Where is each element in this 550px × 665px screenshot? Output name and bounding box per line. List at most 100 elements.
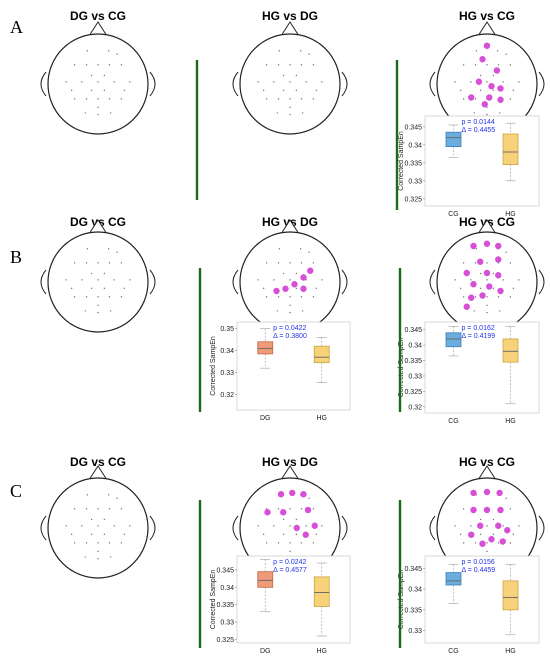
- significant-channel: [495, 522, 502, 529]
- electrode: [120, 262, 123, 264]
- y-tick-label: 0.345: [216, 567, 234, 574]
- electrode: [97, 64, 99, 66]
- electrode: [265, 98, 268, 100]
- electrode: [73, 542, 76, 544]
- electrode: [265, 262, 268, 264]
- significant-channel: [282, 285, 289, 292]
- electrode: [315, 533, 318, 536]
- electrode: [497, 296, 500, 298]
- electrode: [97, 550, 99, 553]
- y-tick-label: 0.32: [220, 392, 234, 399]
- y-tick-label: 0.33: [220, 620, 234, 627]
- electrode: [486, 64, 488, 66]
- electrode: [454, 525, 456, 527]
- electrode: [97, 508, 99, 510]
- electrode: [509, 296, 512, 298]
- significant-channel: [307, 267, 314, 274]
- significant-channel: [481, 101, 488, 108]
- electrode: [497, 64, 500, 66]
- electrode: [474, 542, 477, 544]
- topomap-panel: HG vs DG: [232, 9, 348, 135]
- significant-channel: [479, 56, 486, 63]
- electrode: [492, 533, 495, 536]
- head-outline: [47, 477, 149, 579]
- right-ear: [538, 269, 545, 295]
- significant-channel: [483, 269, 491, 277]
- electrode: [81, 525, 83, 527]
- electrode: [257, 81, 259, 83]
- electrode: [84, 112, 86, 114]
- electrode: [65, 81, 67, 83]
- electrode: [289, 64, 291, 66]
- left-ear: [40, 71, 47, 97]
- x-category-label: HG: [505, 211, 516, 218]
- electrode: [518, 81, 520, 83]
- topomap-panel: DG vs CG: [40, 215, 156, 333]
- electrode: [273, 279, 275, 281]
- significant-channel: [280, 509, 287, 516]
- electrode: [278, 248, 281, 250]
- significant-channel: [468, 294, 475, 301]
- electrode: [509, 262, 512, 264]
- electrode: [295, 272, 298, 275]
- electrode: [129, 525, 131, 527]
- p-value-label: p = 0.0156: [461, 559, 494, 566]
- significant-channel: [486, 94, 493, 101]
- panel-title: HG vs CG: [459, 9, 515, 23]
- left-ear: [429, 269, 436, 295]
- electrode: [108, 64, 111, 66]
- electrode: [289, 525, 291, 527]
- electrode: [486, 304, 488, 307]
- electrode: [486, 262, 488, 264]
- electrode: [312, 64, 315, 66]
- electrode: [474, 296, 477, 298]
- electrode: [276, 310, 278, 312]
- electrode: [123, 287, 126, 290]
- electrode: [282, 518, 285, 521]
- electrode: [305, 525, 307, 527]
- electrode: [502, 81, 504, 83]
- electrode: [85, 98, 88, 100]
- significant-channel: [273, 287, 280, 295]
- significant-channel: [483, 488, 491, 496]
- electrode: [120, 296, 123, 298]
- x-category-label: HG: [317, 648, 328, 655]
- y-tick-label: 0.33: [408, 178, 422, 185]
- electrode: [103, 272, 106, 275]
- electrode: [103, 518, 106, 521]
- electrode: [300, 262, 303, 264]
- significant-channel: [477, 522, 484, 529]
- significant-channel: [304, 506, 312, 514]
- box: [257, 571, 274, 588]
- electrode: [90, 89, 93, 92]
- electrode: [295, 287, 298, 290]
- y-axis-label: Corrected SampEn: [398, 131, 405, 191]
- y-tick-label: 0.325: [404, 196, 422, 203]
- electrode: [486, 542, 488, 544]
- electrode: [97, 279, 99, 281]
- electrode: [509, 64, 512, 66]
- left-ear: [429, 515, 436, 541]
- electrode: [512, 533, 515, 536]
- y-axis-label: Corrected SampEn: [210, 570, 217, 630]
- significant-channel: [497, 85, 504, 92]
- electrode: [474, 64, 477, 66]
- panel-title: HG vs CG: [459, 455, 515, 469]
- electrode: [265, 64, 268, 66]
- electrode: [505, 251, 507, 253]
- electrode: [289, 508, 291, 510]
- electrode: [97, 98, 99, 100]
- y-tick-label: 0.34: [220, 348, 234, 355]
- delta-label: Δ = 0.4455: [461, 127, 495, 134]
- x-category-label: CG: [448, 211, 459, 218]
- boxplot: 0.32 0.325 0.33 0.335 0.34 0.345 Corrected Sam…: [398, 321, 540, 425]
- panel-title: HG vs DG: [262, 9, 318, 23]
- box: [502, 338, 519, 363]
- electrode: [479, 74, 482, 77]
- right-ear: [538, 515, 545, 541]
- electrode: [454, 279, 456, 281]
